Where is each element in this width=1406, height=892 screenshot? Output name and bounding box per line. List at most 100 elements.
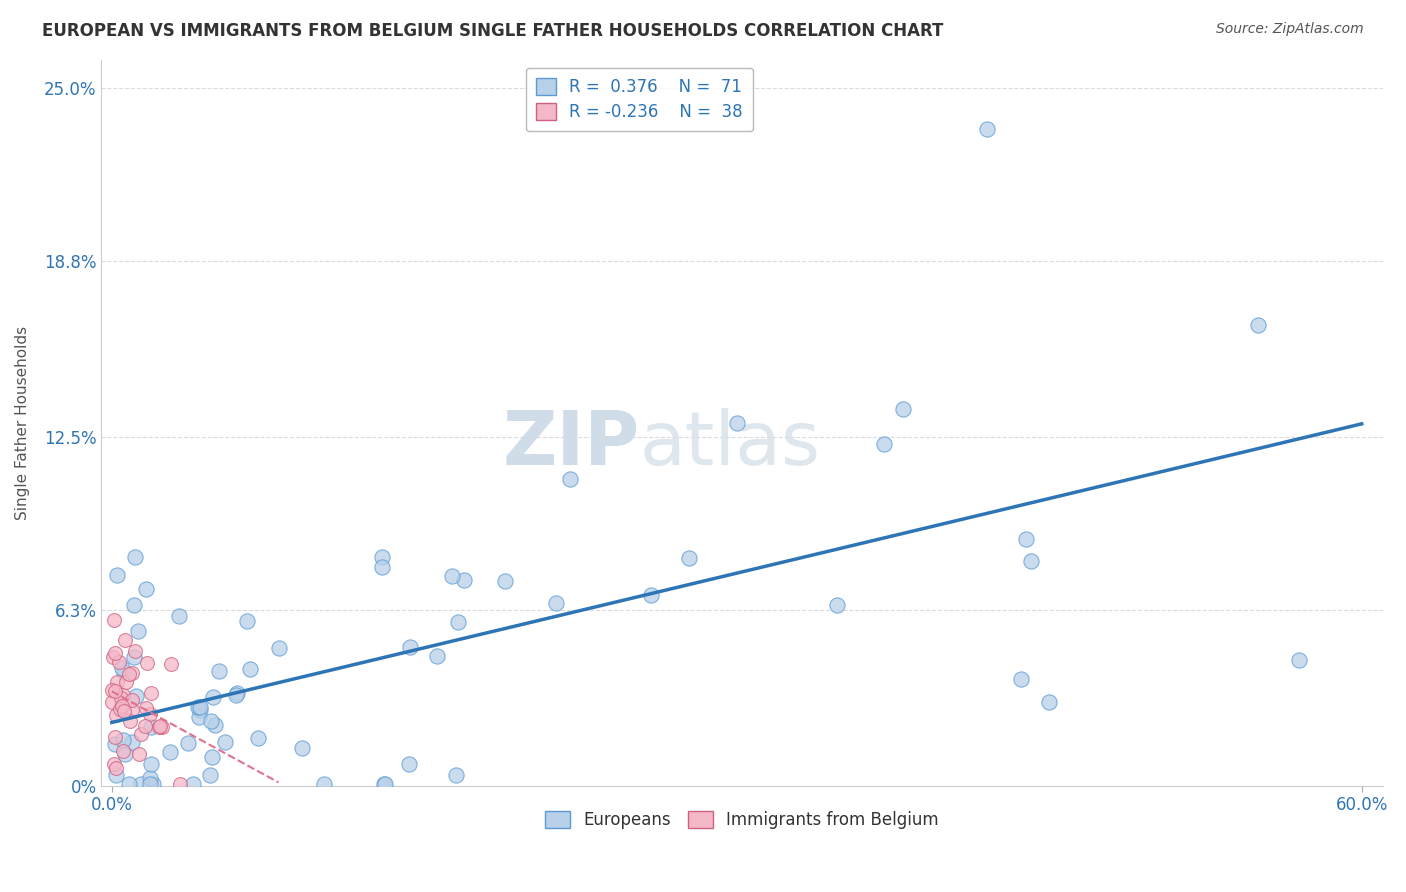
Point [558, 471, 581, 485]
Point [141, 757, 163, 772]
Point [873, 436, 896, 450]
Point [141, 686, 163, 700]
Text: ZIP: ZIP [502, 408, 640, 481]
Point [200, 714, 222, 728]
Point [226, 686, 249, 700]
Point [236, 614, 259, 628]
Point [108, 655, 131, 669]
Point [1246, 318, 1268, 332]
Point [181, 777, 204, 791]
Point [105, 761, 128, 775]
Point [103, 614, 125, 628]
Point [104, 708, 127, 723]
Point [267, 640, 290, 655]
Point [112, 704, 135, 718]
Point [177, 736, 200, 750]
Point [238, 662, 260, 676]
Point [124, 644, 146, 658]
Point [120, 714, 142, 728]
Point [101, 682, 124, 697]
Y-axis label: Single Father Households: Single Father Households [15, 326, 30, 520]
Point [159, 657, 181, 672]
Point [121, 735, 143, 749]
Point [139, 771, 162, 785]
Point [121, 703, 143, 717]
Point [105, 675, 128, 690]
Point [148, 720, 170, 734]
Point [108, 702, 131, 716]
Point [1019, 554, 1042, 568]
Point [398, 640, 420, 654]
Point [112, 688, 135, 702]
Point [398, 757, 420, 772]
Point [188, 710, 211, 724]
Point [124, 689, 146, 703]
Point [976, 122, 998, 136]
Point [149, 719, 172, 733]
Point [447, 615, 470, 629]
Point [136, 657, 159, 671]
Point [371, 560, 394, 574]
Legend: Europeans, Immigrants from Belgium: Europeans, Immigrants from Belgium [538, 804, 945, 836]
Point [725, 416, 748, 430]
Point [198, 768, 221, 782]
Point [134, 719, 156, 733]
Point [374, 777, 396, 791]
Point [494, 574, 516, 588]
Point [208, 664, 231, 678]
Point [112, 744, 135, 758]
Point [159, 745, 181, 759]
Point [426, 648, 449, 663]
Point [129, 777, 152, 791]
Point [111, 699, 134, 714]
Point [111, 732, 134, 747]
Point [225, 688, 247, 702]
Point [104, 737, 127, 751]
Text: EUROPEAN VS IMMIGRANTS FROM BELGIUM SINGLE FATHER HOUSEHOLDS CORRELATION CHART: EUROPEAN VS IMMIGRANTS FROM BELGIUM SING… [42, 22, 943, 40]
Point [118, 666, 141, 681]
Point [104, 646, 127, 660]
Point [122, 598, 145, 612]
Text: Source: ZipAtlas.com: Source: ZipAtlas.com [1216, 22, 1364, 37]
Point [104, 684, 127, 698]
Point [825, 599, 848, 613]
Point [139, 720, 162, 734]
Point [640, 588, 662, 602]
Point [678, 551, 700, 566]
Point [103, 650, 125, 665]
Point [111, 661, 134, 675]
Point [139, 777, 162, 791]
Point [312, 777, 335, 791]
Point [110, 691, 132, 706]
Point [453, 573, 475, 587]
Point [135, 582, 157, 597]
Point [104, 730, 127, 744]
Point [188, 703, 211, 717]
Point [1288, 653, 1310, 667]
Point [114, 632, 136, 647]
Point [1015, 533, 1038, 547]
Point [105, 768, 128, 782]
Point [1038, 695, 1060, 709]
Point [122, 650, 145, 665]
Point [105, 568, 128, 582]
Point [142, 777, 165, 791]
Point [115, 674, 138, 689]
Point [139, 706, 162, 721]
Point [444, 768, 467, 782]
Point [290, 741, 312, 756]
Point [247, 731, 270, 746]
Point [121, 665, 143, 680]
Point [546, 596, 568, 610]
Point [135, 701, 157, 715]
Point [167, 608, 190, 623]
Point [370, 549, 392, 564]
Point [169, 777, 191, 791]
Point [127, 624, 149, 638]
Point [188, 700, 211, 714]
Point [893, 401, 915, 416]
Point [150, 720, 173, 734]
Point [114, 665, 136, 679]
Text: atlas: atlas [640, 408, 821, 481]
Point [128, 747, 150, 761]
